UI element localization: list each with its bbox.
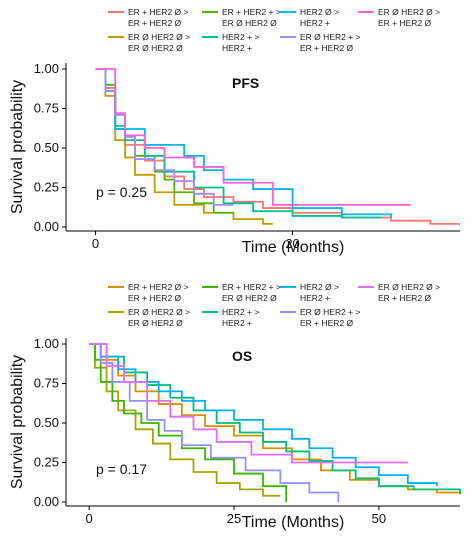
legend-label-line1: ER + HER2 + >: [222, 282, 281, 292]
km-curve-series-2: [89, 343, 281, 497]
y-tick-label: 1.00: [34, 61, 59, 76]
km-curve-series-7: [89, 343, 408, 464]
legend-label-line2: ER + HER2 Ø: [300, 43, 354, 53]
legend-label-line2: HER2 +: [222, 43, 252, 53]
legend-item: HER2 Ø >HER2 +: [280, 7, 339, 28]
y-axis-label: Survival probability: [9, 80, 26, 214]
y-tick-label: 0.00: [34, 494, 59, 509]
legend-item: HER2 Ø >HER2 +: [280, 282, 339, 303]
legend-label-line2: HER2 +: [222, 318, 252, 328]
x-tick-label: 25: [227, 511, 241, 526]
legend-item: ER Ø HER2 + >ER + HER2 Ø: [280, 307, 361, 328]
chart-panel-pfs: ER + HER2 Ø >ER + HER2 ØER Ø HER2 Ø >ER …: [9, 7, 460, 256]
legend-item: HER2 + >HER2 +: [202, 307, 259, 328]
legend-label-line2: HER2 +: [300, 18, 330, 28]
legend-item: ER + HER2 Ø >ER + HER2 Ø: [108, 7, 189, 28]
legend-label-line2: ER Ø HER2 Ø: [128, 43, 183, 53]
legend-label-line2: ER + HER2 Ø: [128, 18, 182, 28]
legend-label-line2: HER2 +: [300, 293, 330, 303]
km-curve-series-5: [95, 68, 392, 218]
km-curve-series-7: [95, 68, 411, 206]
x-axis-label: Time (Months): [242, 239, 345, 256]
y-axis-label: Survival probability: [9, 355, 26, 489]
y-tick-label: 0.75: [34, 101, 59, 116]
y-tick-label: 0.50: [34, 140, 59, 155]
legend-item: ER Ø HER2 Ø >ER Ø HER2 Ø: [108, 32, 190, 53]
legend-item: ER + HER2 Ø >ER + HER2 Ø: [108, 282, 189, 303]
legend-item: ER Ø HER2 Ø >ER + HER2 Ø: [358, 7, 440, 28]
km-curve-series-6: [95, 68, 234, 206]
km-curve-series-1: [95, 68, 460, 225]
legend-label-line1: HER2 Ø >: [300, 7, 339, 17]
x-tick-label: 50: [372, 511, 386, 526]
p-value: p = 0.25: [96, 184, 147, 200]
legend-label-line1: HER2 Ø >: [300, 282, 339, 292]
legend: ER + HER2 Ø >ER + HER2 ØER Ø HER2 Ø >ER …: [108, 282, 440, 328]
legend-label-line1: HER2 + >: [222, 307, 259, 317]
legend-label-line1: ER Ø HER2 Ø >: [378, 7, 440, 17]
y-tick-label: 0.50: [34, 415, 59, 430]
y-tick-label: 1.00: [34, 336, 59, 351]
legend-label-line2: ER Ø HER2 Ø: [222, 293, 277, 303]
chart-panel-os: ER + HER2 Ø >ER + HER2 ØER Ø HER2 Ø >ER …: [9, 282, 461, 531]
y-tick-label: 0.75: [34, 376, 59, 391]
legend-label-line2: ER + HER2 Ø: [378, 18, 432, 28]
panel-label: PFS: [232, 75, 259, 91]
x-tick-label: 0: [86, 511, 93, 526]
legend-item: ER + HER2 + >ER Ø HER2 Ø: [202, 7, 281, 28]
km-curve-series-4: [89, 343, 461, 495]
legend-label-line1: ER Ø HER2 + >: [300, 307, 361, 317]
legend-label-line2: ER Ø HER2 Ø: [128, 318, 183, 328]
legend-item: ER Ø HER2 Ø >ER + HER2 Ø: [358, 282, 440, 303]
legend-label-line1: HER2 + >: [222, 32, 259, 42]
legend-label-line1: ER + HER2 Ø >: [128, 282, 189, 292]
legend-label-line1: ER + HER2 Ø >: [128, 7, 189, 17]
legend-label-line2: ER + HER2 Ø: [378, 293, 432, 303]
legend: ER + HER2 Ø >ER + HER2 ØER Ø HER2 Ø >ER …: [108, 7, 440, 53]
legend-label-line1: ER Ø HER2 Ø >: [378, 282, 440, 292]
legend-label-line1: ER Ø HER2 Ø >: [128, 307, 190, 317]
y-tick-label: 0.00: [34, 219, 59, 234]
legend-label-line2: ER + HER2 Ø: [128, 293, 182, 303]
y-tick-label: 0.25: [34, 180, 59, 195]
x-axis-label: Time (Months): [242, 514, 345, 531]
x-tick-label: 20: [285, 236, 299, 251]
legend-item: ER Ø HER2 Ø >ER Ø HER2 Ø: [108, 307, 190, 328]
km-curve-series-6: [89, 343, 340, 502]
y-tick-label: 0.25: [34, 455, 59, 470]
km-curve-series-3: [89, 343, 288, 502]
legend-item: ER Ø HER2 + >ER + HER2 Ø: [280, 32, 361, 53]
legend-label-line2: ER Ø HER2 Ø: [222, 18, 277, 28]
legend-label-line1: ER Ø HER2 + >: [300, 32, 361, 42]
legend-label-line1: ER Ø HER2 Ø >: [128, 32, 190, 42]
p-value: p = 0.17: [96, 461, 147, 477]
x-tick-label: 0: [92, 236, 99, 251]
panel-label: OS: [232, 348, 252, 364]
legend-item: ER + HER2 + >ER Ø HER2 Ø: [202, 282, 281, 303]
legend-item: HER2 + >HER2 +: [202, 32, 259, 53]
legend-label-line2: ER + HER2 Ø: [300, 318, 354, 328]
km-curve-series-5: [89, 343, 438, 487]
legend-label-line1: ER + HER2 + >: [222, 7, 281, 17]
